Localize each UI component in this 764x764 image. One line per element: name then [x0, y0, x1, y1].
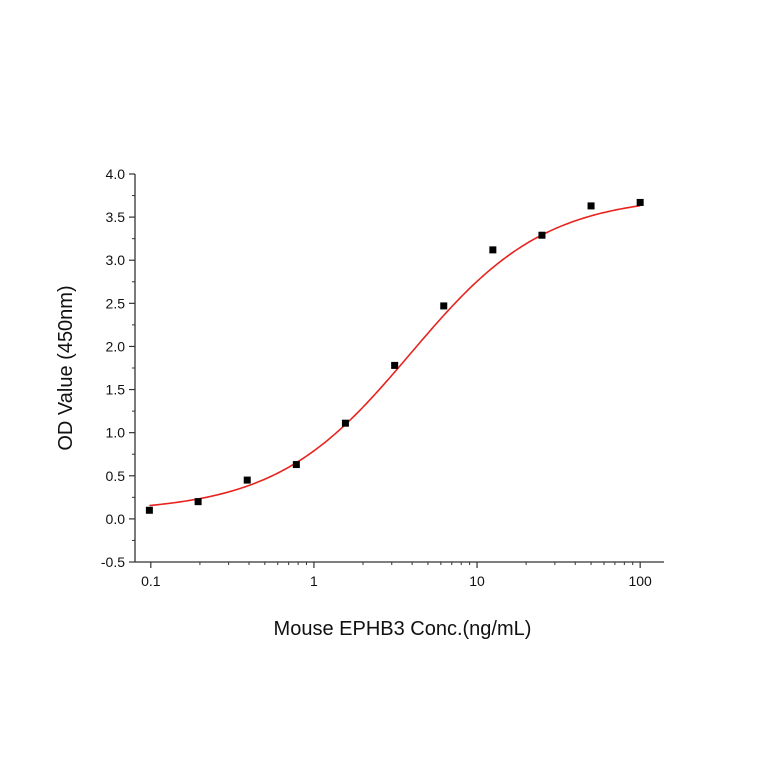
data-points-layer [145, 198, 644, 514]
data-point [587, 202, 595, 210]
data-point [292, 461, 300, 469]
y-tick-label: 3.5 [106, 209, 126, 225]
y-tick-label: 0.0 [106, 511, 126, 527]
fit-curve-line [149, 204, 641, 507]
x-tick-label: 0.1 [141, 573, 161, 589]
x-tick-label: 1 [310, 573, 318, 589]
x-axis-title: Mouse EPHB3 Conc.(ng/mL) [274, 618, 532, 640]
y-tick-label: 3.0 [106, 252, 126, 268]
data-point [341, 419, 349, 427]
data-point [440, 302, 448, 310]
data-point [636, 198, 644, 206]
data-point [194, 498, 202, 506]
x-tick-label: 100 [628, 573, 652, 589]
data-point [391, 361, 399, 369]
labels-layer: Mouse EPHB3 Conc.(ng/mL) OD Value (450nm… [55, 285, 531, 640]
y-axis-title: OD Value (450nm) [55, 285, 77, 450]
x-tick-label: 10 [469, 573, 485, 589]
data-point [243, 476, 251, 484]
y-tick-label: 1.5 [106, 382, 126, 398]
y-tick-label: 0.5 [106, 468, 126, 484]
y-tick-label: 1.0 [106, 425, 126, 441]
axes: 4.0 3.5 3.0 2.5 2.0 1.5 1.0 0.5 0.0 -0.5 0.1 1 10 100 [101, 166, 664, 589]
y-tick-label: 2.5 [106, 295, 126, 311]
data-point [538, 231, 546, 239]
y-tick-label: -0.5 [101, 554, 125, 570]
y-tick-label: 2.0 [106, 338, 126, 354]
data-point [489, 246, 497, 254]
fit-curve-layer [149, 204, 641, 507]
y-tick-label: 4.0 [106, 166, 126, 182]
data-point [145, 506, 153, 514]
